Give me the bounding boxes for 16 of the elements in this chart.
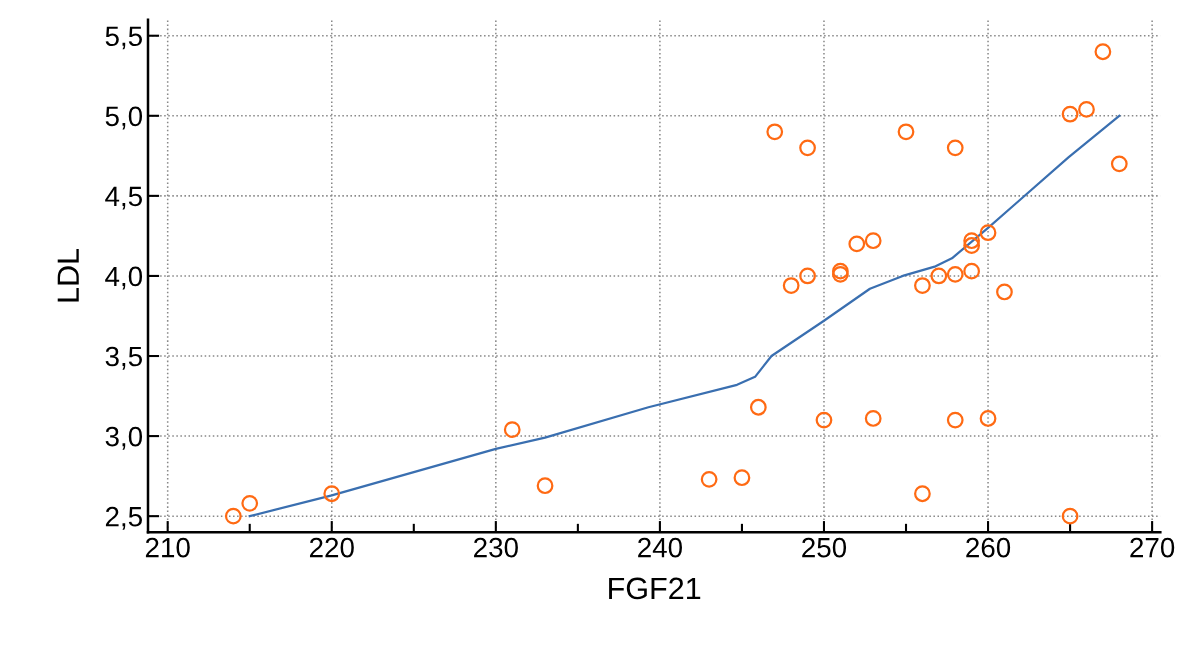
y-tick-label: 4,0: [105, 266, 143, 290]
y-tick-label: 5,5: [105, 26, 142, 50]
y-tick-label: 4,5: [105, 186, 142, 210]
y-tick-label: 2,5: [105, 506, 142, 530]
y-axis-title: LDL: [57, 248, 79, 302]
x-tick-label: 220: [309, 537, 354, 558]
y-tick-label: 3,0: [105, 426, 143, 450]
y-tick-label: 3,5: [105, 346, 142, 370]
x-tick-label: 230: [474, 537, 518, 558]
x-tick-label: 240: [638, 537, 682, 558]
x-tick-label: 250: [802, 537, 847, 558]
x-tick-label: 210: [145, 537, 190, 558]
x-tick-label: 270: [1130, 537, 1175, 558]
x-tick-label: 260: [966, 537, 1011, 558]
x-axis-title: FGF21: [609, 577, 701, 600]
y-tick-label: 5,0: [105, 106, 143, 130]
